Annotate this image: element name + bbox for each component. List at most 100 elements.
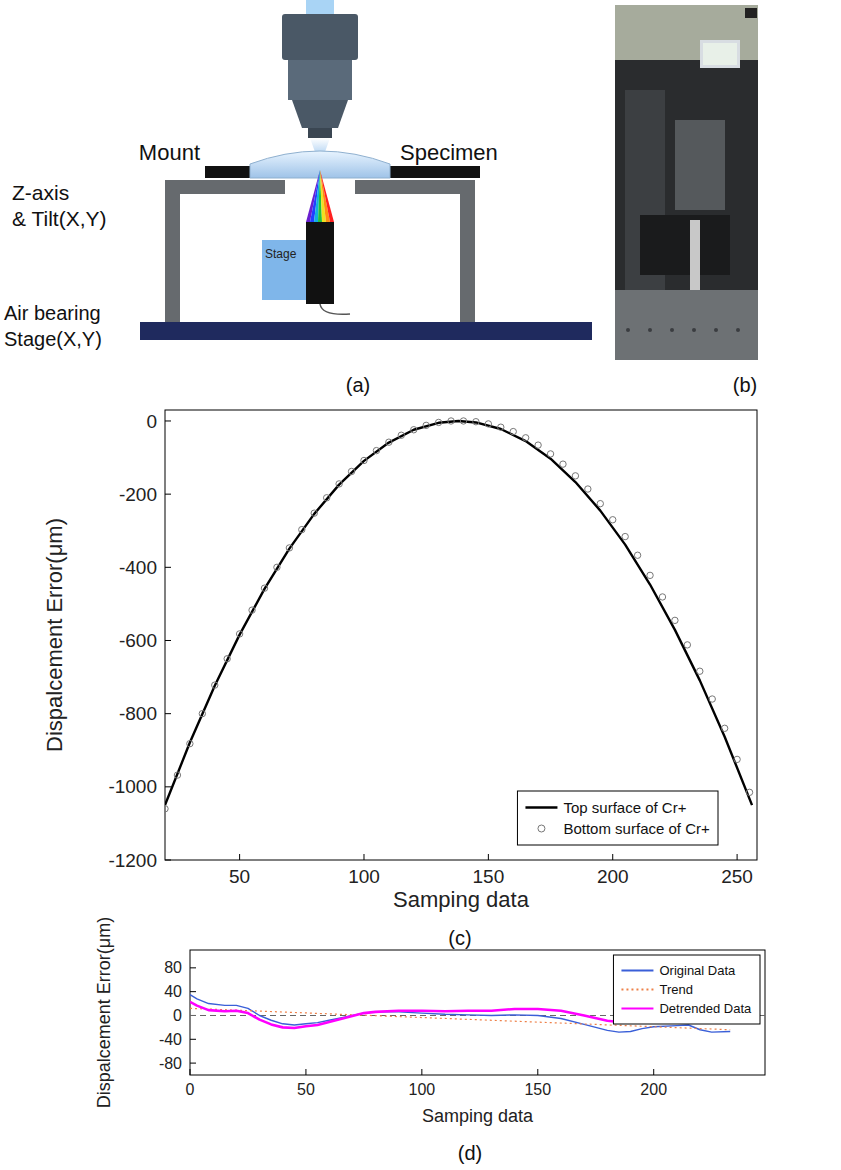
scatter-point	[522, 435, 528, 441]
air-bearing	[140, 322, 592, 340]
photo-hole	[692, 328, 696, 332]
x-tick	[737, 854, 738, 860]
scatter-point	[261, 585, 267, 591]
scatter-point	[460, 418, 466, 424]
photo-table	[615, 290, 758, 360]
y-tick-label: -400	[119, 557, 157, 578]
legend: Top surface of Cr+Bottom surface of Cr+	[517, 791, 718, 845]
scatter-point	[498, 424, 504, 430]
scatter-point	[572, 473, 578, 479]
scatter-point	[336, 481, 342, 487]
x-tick	[612, 854, 613, 860]
y-tick-label: 0	[146, 411, 157, 432]
scatter-point	[672, 617, 678, 623]
chart: 050100150200-80-4004080Samping dataDispa…	[94, 917, 765, 1126]
photo-hole	[714, 328, 718, 332]
y-tick-label: -1000	[108, 776, 157, 797]
y-tick	[165, 420, 171, 421]
y-axis-title: Dispalcement Error(μm)	[42, 518, 67, 752]
scatter-point	[510, 428, 516, 434]
plot-data	[190, 995, 765, 1033]
scatter-point	[236, 631, 242, 637]
photo-part	[640, 215, 730, 275]
x-axis-title: Samping data	[422, 1106, 534, 1126]
scatter-point	[274, 564, 280, 570]
specimen-label: Specimen	[400, 140, 498, 165]
scatter-point	[597, 500, 603, 506]
scatter-point	[361, 457, 367, 463]
scatter-point	[187, 740, 193, 746]
scatter-point	[473, 419, 479, 425]
x-tick-label: 250	[721, 866, 753, 887]
legend-label: Bottom surface of Cr+	[563, 820, 710, 837]
frame-right	[355, 180, 475, 322]
y-tick-label: 80	[164, 959, 182, 976]
legend-line	[621, 989, 653, 991]
chart: 50100150200250-1200-1000-800-600-400-200…	[42, 410, 757, 912]
scatter-point	[373, 447, 379, 453]
y-tick-label: 0	[173, 1007, 182, 1024]
z-axis-label: Z-axis	[12, 181, 69, 204]
mount	[375, 166, 480, 178]
photo-screen	[700, 40, 740, 68]
panel-label: (c)	[448, 927, 471, 949]
x-tick	[363, 854, 364, 860]
legend-line	[621, 1008, 653, 1010]
scatter-point	[746, 789, 752, 795]
y-tick-label: -80	[159, 1055, 182, 1072]
panel-label: (a)	[346, 374, 370, 396]
legend-label: Original Data	[659, 963, 736, 978]
photo-hole	[648, 328, 652, 332]
y-tick-label: -1200	[108, 850, 157, 871]
x-tick-label: 100	[348, 866, 380, 887]
x-tick-label: 150	[524, 1081, 551, 1098]
scatter-point	[547, 451, 553, 457]
y-axis-title: Dispalcement Error(μm)	[94, 917, 114, 1108]
spectrum	[320, 170, 334, 222]
scatter-point	[398, 432, 404, 438]
scatter-point	[634, 552, 640, 558]
y-tick	[165, 567, 171, 568]
legend: Original Data Trend Detrended Data	[613, 955, 760, 1024]
legend-label: Trend	[659, 982, 692, 997]
photo	[615, 5, 758, 360]
x-axis-title: Samping data	[393, 887, 530, 912]
x-tick-label: 150	[473, 866, 505, 887]
scatter-point	[485, 421, 491, 427]
plot-frame	[165, 410, 757, 860]
y-tick-label: -800	[119, 703, 157, 724]
x-tick-label: 100	[409, 1081, 436, 1098]
objective-body	[288, 60, 352, 100]
photo-hole	[670, 328, 674, 332]
photo-screen	[703, 43, 737, 65]
legend-line	[621, 970, 653, 972]
plot-frame	[190, 950, 765, 1075]
cable	[320, 304, 350, 314]
photo-camera	[745, 8, 757, 18]
scatter-point	[622, 533, 628, 539]
scatter-point	[165, 806, 168, 812]
legend-box	[613, 955, 760, 1024]
photo-hole	[626, 328, 630, 332]
y-tick	[165, 860, 171, 861]
scatter-point	[560, 461, 566, 467]
spectrum	[306, 170, 320, 222]
sensor	[306, 222, 334, 304]
x-tick	[488, 854, 489, 860]
photo-hole	[736, 328, 740, 332]
y-tick	[165, 786, 171, 787]
scatter-point	[709, 696, 715, 702]
x-tick-label: 0	[186, 1081, 195, 1098]
y-tick	[190, 991, 196, 992]
panel-label: (b)	[733, 374, 757, 396]
photo-ground	[615, 5, 758, 360]
x-tick	[653, 1069, 654, 1075]
y-tick	[190, 967, 196, 968]
legend-label: Detrended Data	[659, 1001, 752, 1016]
panel-label: (d)	[458, 1142, 482, 1164]
scatter-point	[323, 495, 329, 501]
scatter-point	[721, 725, 727, 731]
y-tick	[165, 640, 171, 641]
legend-box	[517, 791, 718, 845]
scatter-point	[647, 572, 653, 578]
